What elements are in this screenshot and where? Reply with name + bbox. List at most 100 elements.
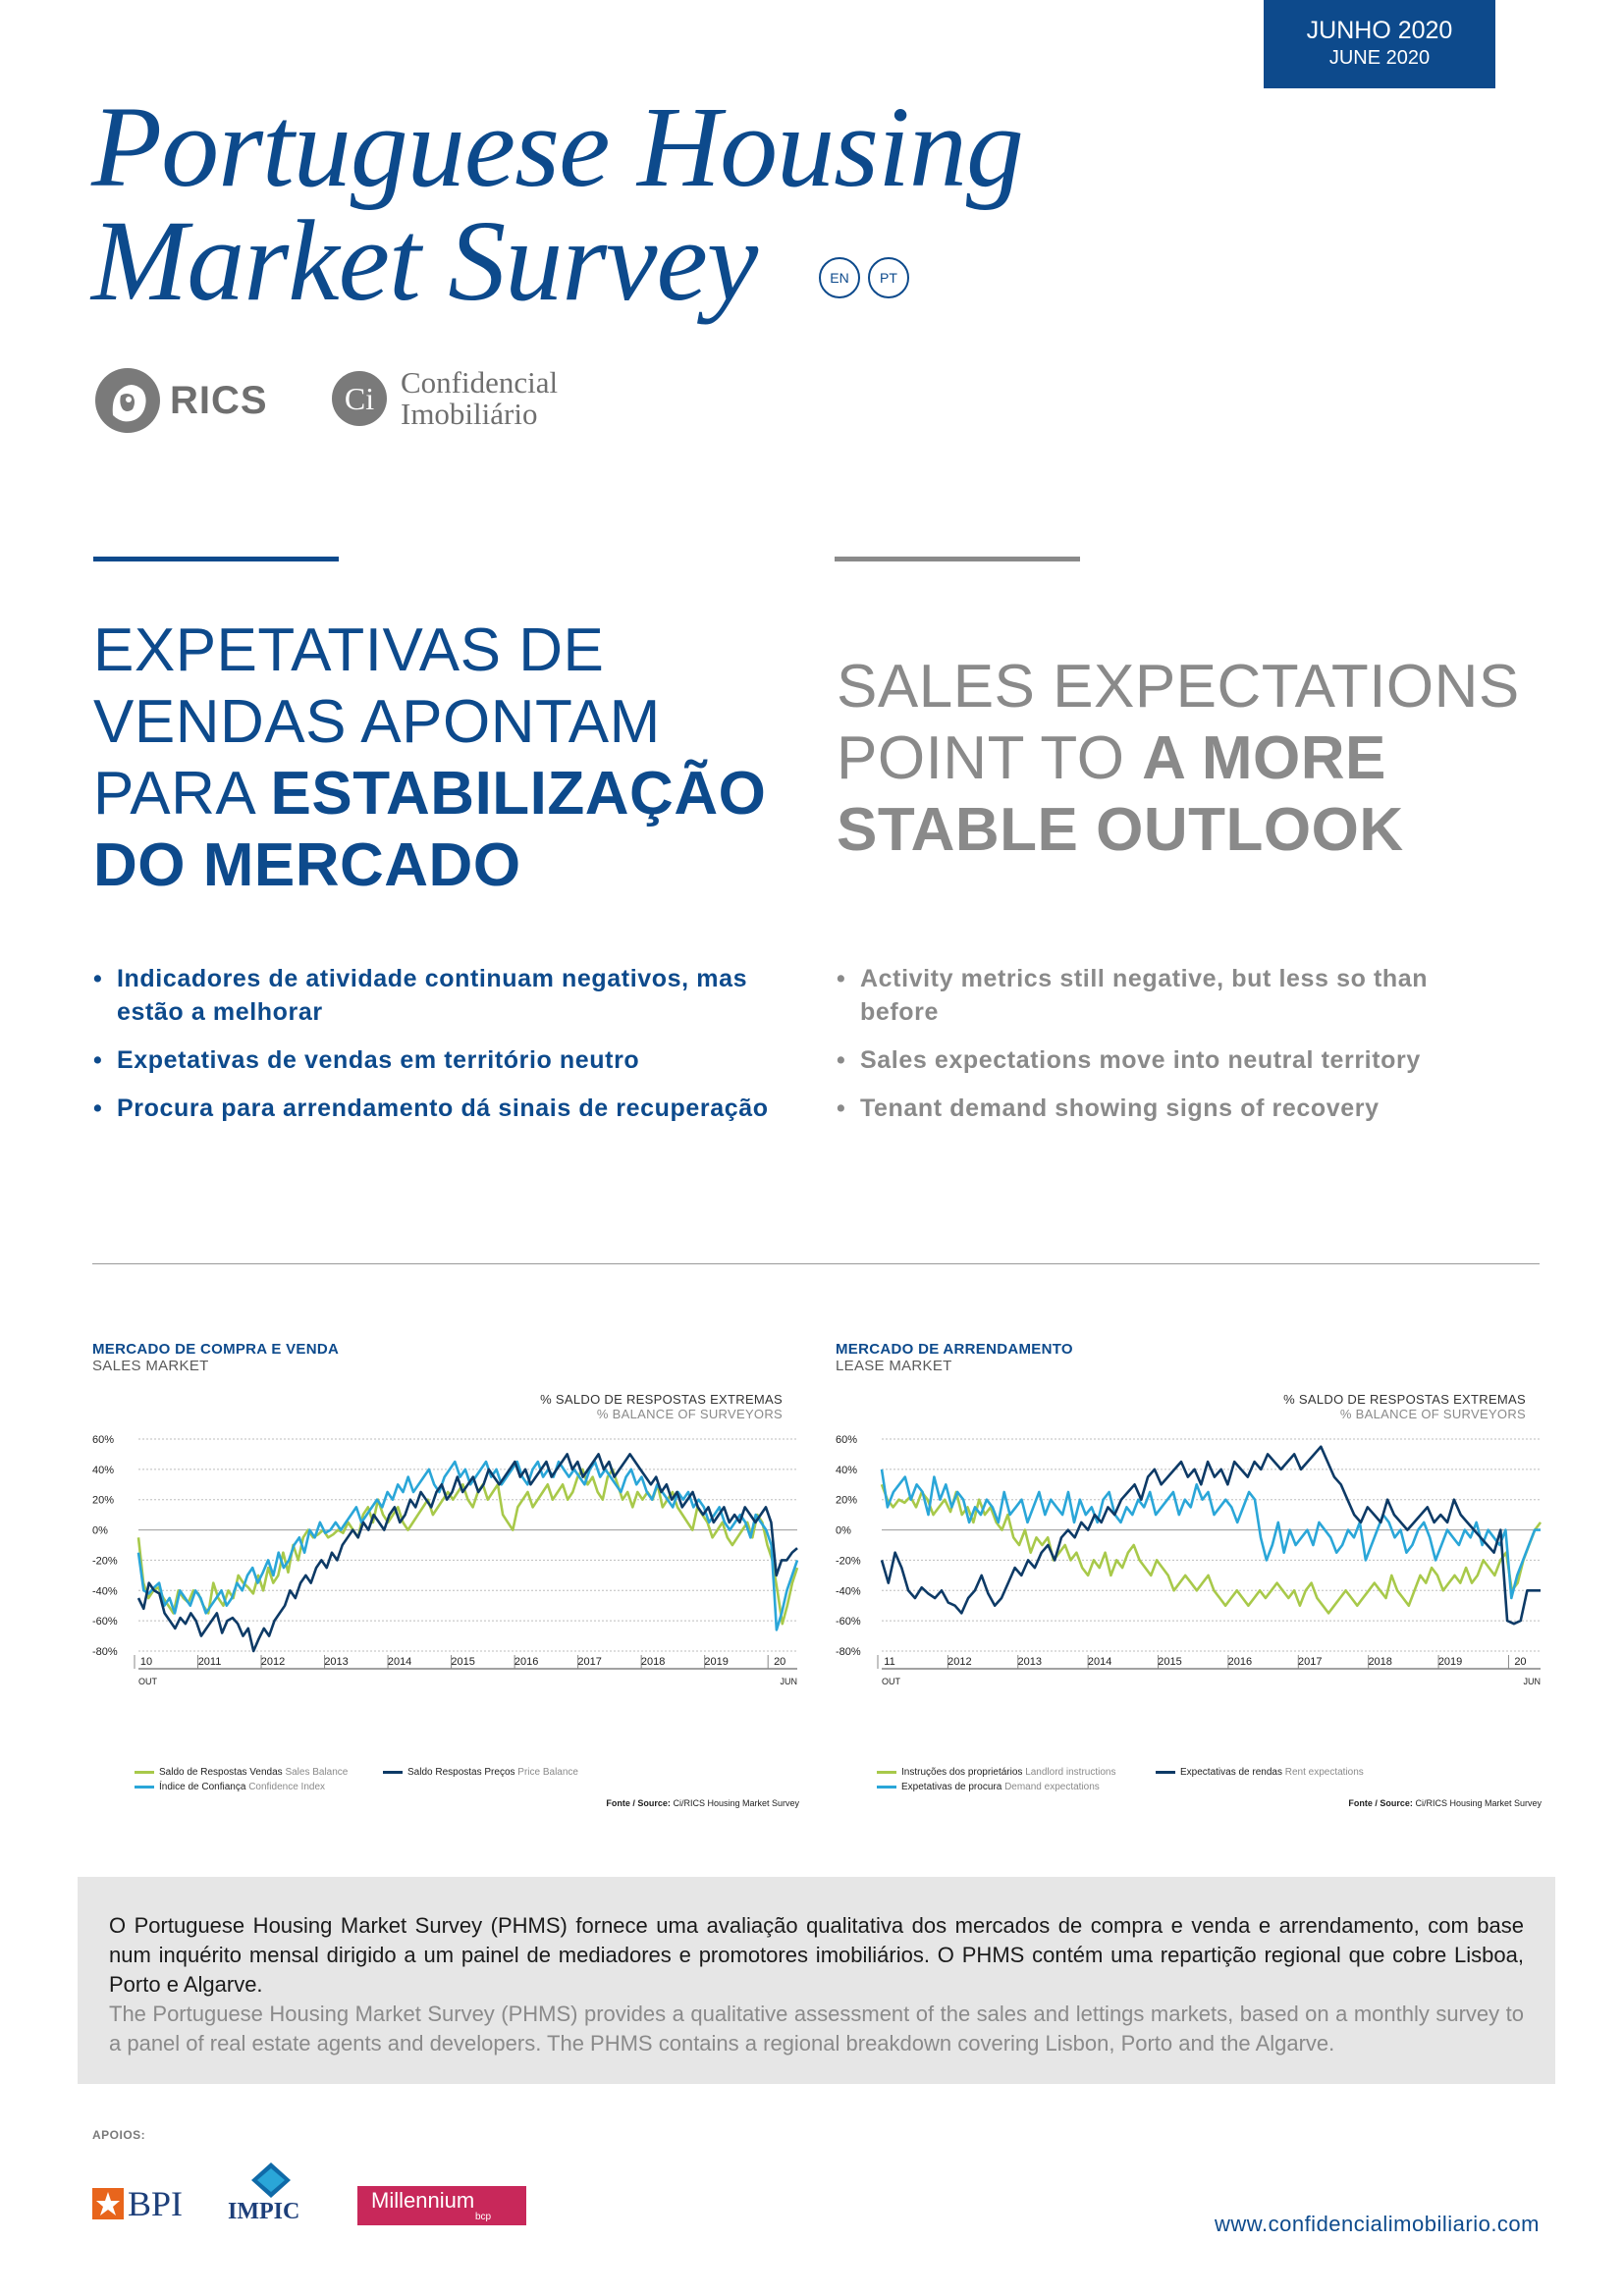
headline-pt-line3: PARA ESTABILIZAÇÃO: [93, 758, 766, 829]
x-tick-label: 10: [140, 1656, 152, 1668]
x-tick-label: 2017: [577, 1656, 601, 1668]
key-point-pt: Indicadores de atividade continuam negat…: [93, 962, 800, 1029]
legend-swatch: [383, 1770, 403, 1774]
bcp-wordmark: bcp: [475, 2212, 492, 2222]
sales-chart-header: MERCADO DE COMPRA E VENDA SALES MARKET: [92, 1341, 339, 1374]
y-tick-label: -20%: [92, 1555, 118, 1567]
legend-label-en: Demand expectations: [1004, 1782, 1100, 1792]
key-point-pt: Procura para arrendamento dá sinais de r…: [93, 1092, 800, 1125]
lease-chart-note-pt: % SALDO DE RESPOSTAS EXTREMAS: [1283, 1392, 1526, 1407]
issue-date-en: JUNE 2020: [1328, 47, 1431, 69]
headline-pt-line1: EXPETATIVAS DE: [93, 616, 605, 684]
headline-pt-line2: VENDAS APONTAM: [93, 688, 661, 756]
key-points-en: Activity metrics still negative, but les…: [837, 962, 1475, 1140]
source-label: Fonte / Source:: [1348, 1798, 1413, 1808]
report-title: Portuguese Housing Market Survey: [91, 89, 1024, 325]
lease-series-line-0: [880, 1483, 1543, 1615]
y-tick-label: -80%: [92, 1646, 118, 1658]
ci-wordmark-line2: Imobiliário: [401, 397, 538, 431]
millennium-wordmark: Millennium: [371, 2188, 475, 2213]
issue-date-pt: JUNHO 2020: [1306, 17, 1453, 44]
impic-diamond-icon: [251, 2163, 291, 2198]
survey-description-en: The Portuguese Housing Market Survey (PH…: [109, 2002, 1524, 2056]
y-tick-label: 60%: [92, 1434, 114, 1446]
legend-label-pt: Índice de Confiança: [159, 1782, 246, 1792]
language-pt-button[interactable]: PT: [868, 257, 909, 298]
headline-en-line3: STABLE OUTLOOK: [837, 794, 1520, 866]
legend-swatch: [877, 1785, 896, 1789]
lease-chart-source: Fonte / Source: Ci/RICS Housing Market S…: [1257, 1798, 1542, 1808]
report-title-line2: Market Survey: [91, 196, 758, 325]
issue-date-badge: JUNHO 2020 JUNE 2020: [1264, 0, 1495, 88]
x-tick-label: 2012: [947, 1656, 971, 1668]
section-rule-en: [835, 557, 1080, 561]
x-tick-label: 2019: [1438, 1656, 1462, 1668]
impic-wordmark: IMPIC: [228, 2199, 300, 2224]
y-tick-label: 0%: [92, 1525, 108, 1537]
website-link[interactable]: www.confidencialimobiliario.com: [1215, 2212, 1540, 2236]
legend-label-pt: Saldo Respostas Preços: [407, 1767, 515, 1778]
y-tick-label: -80%: [836, 1646, 861, 1658]
x-tick-label: 2016: [514, 1656, 538, 1668]
key-point-pt: Expetativas de vendas em território neut…: [93, 1043, 800, 1077]
x-end-label: JUN: [1524, 1677, 1542, 1686]
x-tick-label: 2018: [641, 1656, 665, 1668]
sales-chart-note-en: % BALANCE OF SURVEYORS: [596, 1407, 783, 1421]
y-tick-label: -60%: [836, 1616, 861, 1628]
key-points-pt: Indicadores de atividade continuam negat…: [93, 962, 800, 1140]
x-tick-label: 2013: [1018, 1656, 1042, 1668]
y-tick-label: 20%: [836, 1495, 857, 1507]
legend-swatch: [877, 1770, 896, 1774]
y-tick-label: -60%: [92, 1616, 118, 1628]
legend-item: Expetativas de procura Demand expectatio…: [877, 1782, 1100, 1792]
legend-label-en: Confidence Index: [248, 1782, 326, 1792]
headline-en: SALES EXPECTATIONS POINT TO A MORE STABL…: [837, 651, 1520, 866]
sales-chart-note-pt: % SALDO DE RESPOSTAS EXTREMAS: [540, 1392, 783, 1407]
sales-series-line-2: [136, 1453, 798, 1653]
lease-chart-unit-note: % SALDO DE RESPOSTAS EXTREMAS % BALANCE …: [1231, 1392, 1526, 1421]
bpi-logo: BPI: [92, 2184, 200, 2223]
headline-en-line2-bold: A MORE: [1142, 724, 1386, 792]
headline-en-line2: POINT TO A MORE: [837, 722, 1520, 794]
legend-swatch: [135, 1770, 154, 1774]
bpi-star-glyph-icon: [96, 2192, 120, 2216]
source-label: Fonte / Source:: [606, 1798, 671, 1808]
legend-label-en: Landlord instructions: [1025, 1767, 1116, 1778]
headline-pt: EXPETATIVAS DE VENDAS APONTAM PARA ESTAB…: [93, 614, 766, 901]
sales-chart-subtitle: SALES MARKET: [92, 1358, 209, 1374]
survey-description-pt: O Portuguese Housing Market Survey (PHMS…: [109, 1913, 1524, 1997]
x-tick-label: 2014: [388, 1656, 411, 1668]
y-tick-label: -40%: [92, 1585, 118, 1597]
y-tick-label: -20%: [836, 1555, 861, 1567]
rics-logo: RICS: [93, 366, 309, 437]
source-text: Ci/RICS Housing Market Survey: [673, 1798, 799, 1808]
x-tick-label: 11: [884, 1656, 894, 1668]
sponsors-label: APOIOS:: [92, 2128, 146, 2142]
y-tick-label: -40%: [836, 1585, 861, 1597]
legend-item: Índice de Confiança Confidence Index: [135, 1782, 325, 1792]
x-start-label: OUT: [138, 1677, 158, 1686]
legend-swatch: [135, 1785, 154, 1789]
lease-chart: 60% 40% 20% 0% -20% -40% -60% -80% 11 2012 2013 201…: [836, 1434, 1543, 1686]
sales-chart-source: Fonte / Source: Ci/RICS Housing Market S…: [514, 1798, 799, 1808]
language-en-button[interactable]: EN: [819, 257, 860, 298]
survey-description-box: O Portuguese Housing Market Survey (PHMS…: [78, 1877, 1555, 2084]
headline-pt-line3-plain: PARA: [93, 760, 271, 828]
ci-wordmark: Confidencial Imobiliário: [401, 367, 558, 430]
sales-chart-unit-note: % SALDO DE RESPOSTAS EXTREMAS % BALANCE …: [488, 1392, 783, 1421]
y-tick-label: 40%: [92, 1465, 114, 1476]
legend-label-pt: Instruções dos proprietários: [901, 1767, 1023, 1778]
millennium-bcp-logo: Millennium bcp: [357, 2186, 526, 2225]
lease-chart-note-en: % BALANCE OF SURVEYORS: [1339, 1407, 1526, 1421]
legend-item: Saldo Respostas Preços Price Balance: [383, 1767, 578, 1778]
lease-series-line-2: [880, 1445, 1541, 1626]
source-text: Ci/RICS Housing Market Survey: [1415, 1798, 1542, 1808]
legend-label-pt: Saldo de Respostas Vendas: [159, 1767, 283, 1778]
legend-label-pt: Expectativas de rendas: [1180, 1767, 1282, 1778]
lease-series-line-1: [880, 1468, 1541, 1600]
x-tick-label: 2018: [1368, 1656, 1391, 1668]
section-rule-pt: [93, 557, 339, 561]
key-point-en: Activity metrics still negative, but les…: [837, 962, 1475, 1029]
x-tick-label: 2012: [261, 1656, 285, 1668]
x-tick-label: 2016: [1228, 1656, 1252, 1668]
